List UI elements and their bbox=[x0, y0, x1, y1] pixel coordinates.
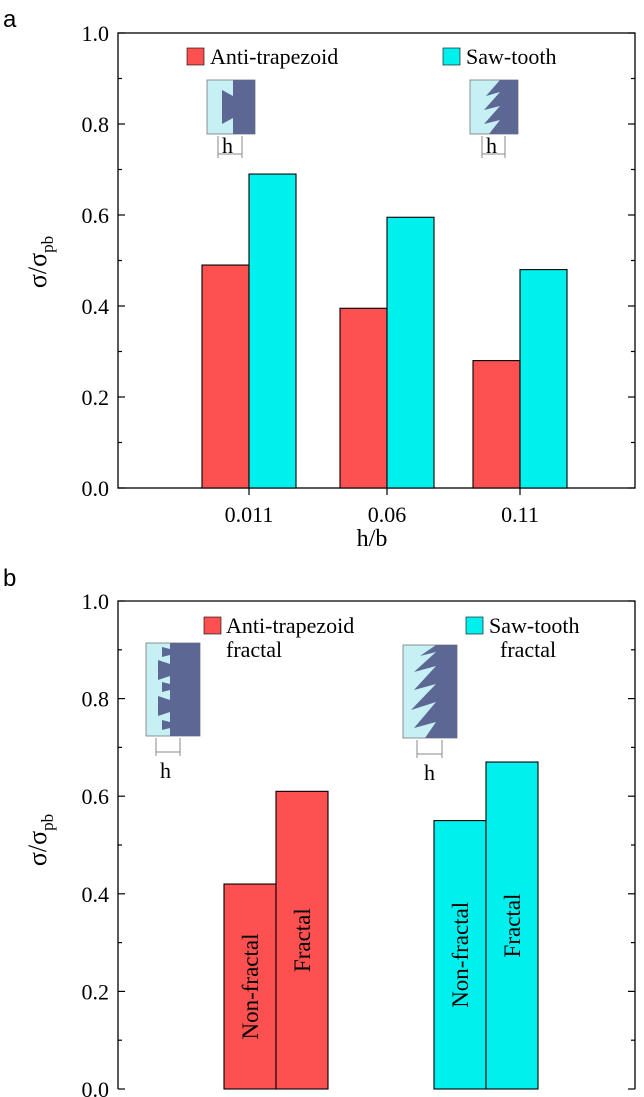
panel-b-letter: b bbox=[3, 565, 16, 592]
panel-b-bar-anti-trapezoid-non-fractal bbox=[223, 883, 277, 1090]
panel-a-y-tick-label: 0.4 bbox=[82, 294, 110, 319]
panel-a-legend-swatch-anti-trapezoid bbox=[186, 47, 205, 66]
panel-b-bar-label: Non-fractal bbox=[238, 934, 263, 1040]
panel-b-legend-label-anti-trapezoid-line1: Anti-trapezoid bbox=[226, 613, 354, 638]
panel-b-legend-label-anti-trapezoid-line2: fractal bbox=[226, 637, 282, 662]
panel-a-bar-saw-tooth bbox=[386, 216, 435, 489]
panel-b-inset-anti-trapezoid-fractal: h bbox=[145, 642, 201, 783]
panel-a-bar-anti-trapezoid bbox=[472, 360, 521, 489]
panel-a-y-tick-label: 0.8 bbox=[82, 112, 110, 137]
panel-b-legend-label-saw-tooth-line2: fractal bbox=[500, 637, 556, 662]
panel-a-legend-swatch-saw-tooth bbox=[442, 47, 461, 66]
panel-b-bar-anti-trapezoid-fractal bbox=[275, 790, 329, 1090]
panel-b-y-tick-label: 0.0 bbox=[82, 1077, 110, 1097]
panel-a-bar-anti-trapezoid bbox=[339, 307, 388, 489]
panel-a-letter: a bbox=[3, 6, 17, 33]
panel-a-inset-anti-trapezoid: h bbox=[206, 79, 256, 158]
panel-b: b 0.00.20.40.60.81.0 Non-fractal Fractal N… bbox=[3, 565, 636, 1097]
panel-a-y-tick-label: 0.2 bbox=[82, 385, 110, 410]
panel-a-y-axis-label-base: σ/σ bbox=[23, 253, 52, 288]
panel-b-y-ticks: 0.0 0.2 0.4 0.6 0.8 1.0 bbox=[82, 589, 635, 1097]
panel-b-legend-swatch-saw-tooth bbox=[465, 616, 484, 635]
panel-a-y-tick-label: 0.6 bbox=[82, 203, 110, 228]
panel-b-y-tick-label: 0.6 bbox=[82, 784, 110, 809]
panel-a-y-axis-label-sub: pb bbox=[38, 236, 57, 253]
panel-a-x-tick-label: 0.011 bbox=[225, 502, 274, 527]
panel-a-legend-label-anti-trapezoid: Anti-trapezoid bbox=[210, 44, 338, 69]
panel-a-y-axis-label: σ/σpb bbox=[23, 236, 57, 288]
panel-a: a 0.0 0.2 0.4 0.6 0.8 1.0 0.011 0.06 0.11 h/b σ… bbox=[3, 6, 636, 552]
panel-a-x-tick-label: 0.11 bbox=[501, 502, 539, 527]
panel-b-bar-label: Fractal bbox=[500, 894, 525, 958]
panel-a-y-tick-label: 1.0 bbox=[82, 21, 110, 46]
panel-b-inset-h-label-2: h bbox=[424, 760, 435, 785]
panel-b-bars: Non-fractal Fractal Non-fractal Fractal bbox=[223, 761, 539, 1090]
panel-a-y-ticks: 0.0 0.2 0.4 0.6 0.8 1.0 bbox=[82, 21, 635, 501]
panel-a-x-ticks: 0.011 0.06 0.11 bbox=[225, 488, 539, 527]
panel-b-inset-h-label-1: h bbox=[160, 758, 171, 783]
panel-a-bar-saw-tooth bbox=[519, 269, 568, 489]
panel-a-bar-anti-trapezoid bbox=[201, 264, 250, 489]
panel-b-legend-label-saw-tooth-line1: Saw-tooth bbox=[489, 613, 579, 638]
panel-b-bar-label: Non-fractal bbox=[448, 902, 473, 1008]
panel-a-inset-saw-tooth: h bbox=[469, 79, 519, 158]
panel-b-y-tick-label: 1.0 bbox=[82, 589, 110, 614]
panel-b-y-tick-label: 0.2 bbox=[82, 979, 110, 1004]
panel-b-bar-saw-tooth-fractal bbox=[485, 761, 539, 1090]
panel-b-y-axis-label: σ/σpb bbox=[23, 814, 57, 866]
panel-a-inset-h-label-1: h bbox=[222, 133, 233, 158]
panel-b-y-axis-label-base: σ/σ bbox=[23, 831, 52, 866]
panel-a-x-tick-label: 0.06 bbox=[368, 502, 407, 527]
panel-a-y-tick-label: 0.0 bbox=[82, 476, 110, 501]
panel-b-y-tick-label: 0.8 bbox=[82, 687, 110, 712]
panel-b-y-tick-label: 0.4 bbox=[82, 882, 110, 907]
panel-a-inset-h-label-2: h bbox=[486, 133, 497, 158]
panel-a-bars bbox=[201, 173, 568, 489]
panel-a-legend-label-saw-tooth: Saw-tooth bbox=[466, 44, 556, 69]
panel-b-legend-swatch-anti-trapezoid bbox=[203, 616, 222, 635]
panel-a-bar-saw-tooth bbox=[248, 173, 297, 489]
panel-b-bar-label: Fractal bbox=[290, 908, 315, 972]
panel-b-inset-saw-tooth-fractal: h bbox=[402, 644, 458, 785]
panel-b-y-axis-label-sub: pb bbox=[38, 814, 57, 831]
panel-a-x-axis-label: h/b bbox=[357, 526, 388, 552]
